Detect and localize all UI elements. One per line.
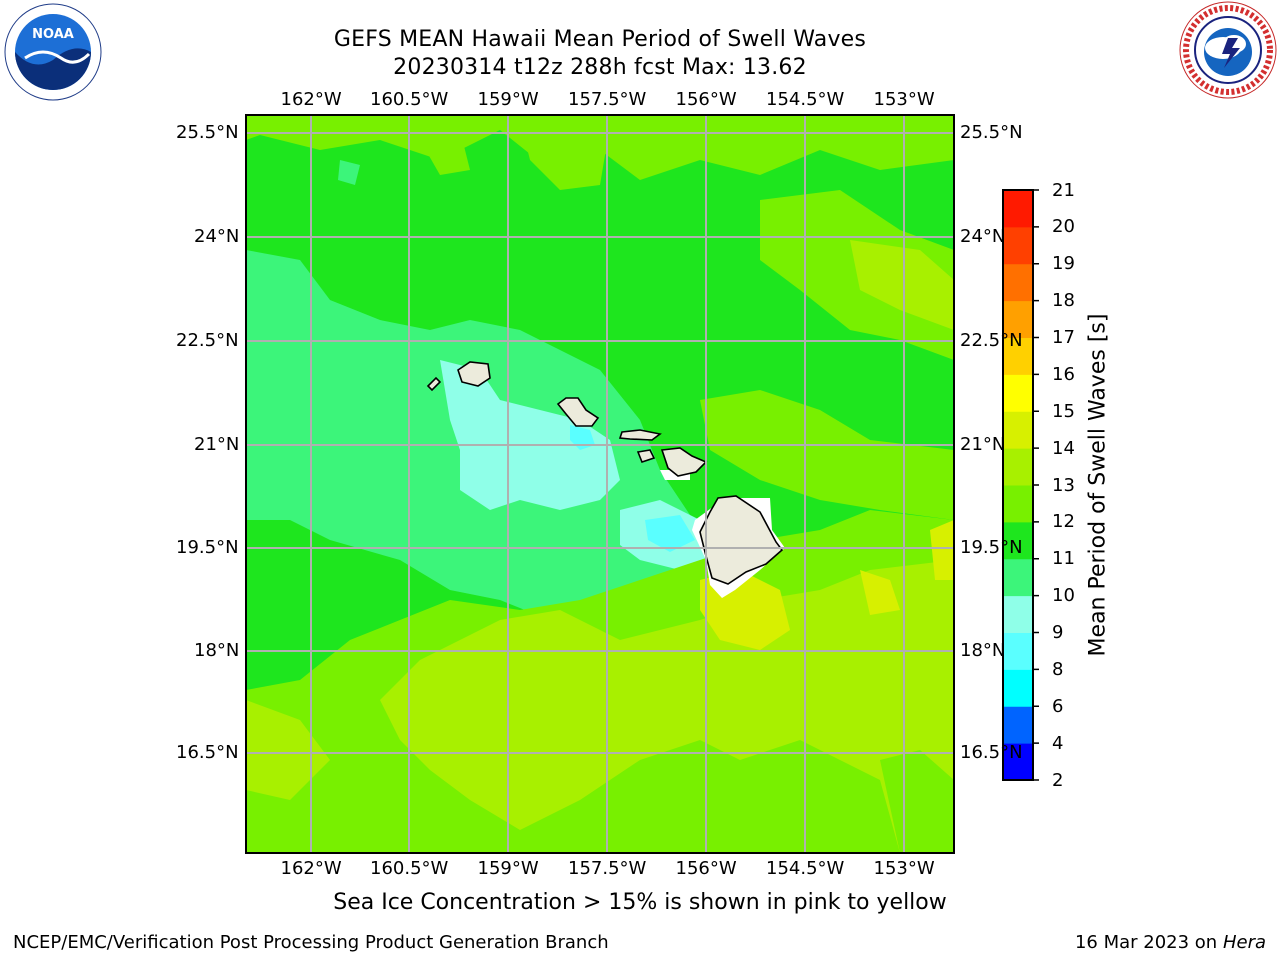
noaa-logo: NOAA (4, 3, 102, 101)
colorbar-segment (1003, 669, 1033, 707)
colorbar-tick-label: 8 (1052, 658, 1064, 680)
colorbar-label: Mean Period of Swell Waves [s] (1085, 313, 1111, 657)
run-date: 16 Mar 2023 on Hera (1075, 932, 1266, 953)
graticule (246, 115, 954, 853)
colorbar-tick-label: 17 (1052, 327, 1075, 348)
run-date-text: 16 Mar 2023 on (1074, 932, 1218, 953)
lat-label-left: 25.5°N (176, 121, 239, 143)
swell-period-field (246, 115, 954, 853)
lat-label-right: 18°N (960, 639, 1006, 661)
colorbar-segment (1003, 190, 1033, 228)
colorbar-segment (1003, 706, 1033, 744)
lat-label-left: 22.5°N (176, 329, 239, 351)
colorbar-segment (1003, 485, 1033, 523)
colorbar-segment (1003, 374, 1033, 412)
lat-label-left: 21°N (194, 433, 240, 455)
lon-label-bottom: 154.5°W (766, 857, 845, 879)
colorbar-tick-label: 18 (1052, 290, 1075, 312)
colorbar-segment (1003, 300, 1033, 338)
map-subtitle: 20230314 t12z 288h fcst Max: 13.62 (393, 55, 807, 80)
colorbar-tick-label: 20 (1052, 216, 1075, 238)
colorbar-segment (1003, 337, 1033, 375)
lon-label-top: 159°W (477, 88, 539, 110)
colorbar-tick-label: 16 (1052, 363, 1075, 385)
colorbar-tick-label: 10 (1052, 585, 1075, 607)
colorbar-tick-label: 13 (1052, 474, 1075, 496)
colorbar-tick-label: 12 (1052, 511, 1075, 533)
lon-label-top: 160.5°W (370, 88, 449, 110)
colorbar-tick-label: 21 (1052, 179, 1075, 201)
lon-label-bottom: 162°W (280, 857, 342, 879)
colorbar-segment (1003, 521, 1033, 560)
host-name: Hera (1222, 932, 1266, 953)
sea-ice-note: Sea Ice Concentration > 15% is shown in … (333, 890, 947, 915)
lon-label-top: 162°W (280, 88, 342, 110)
lon-label-top: 157.5°W (568, 88, 647, 110)
lon-label-bottom: 153°W (873, 857, 935, 879)
lon-label-top: 153°W (873, 88, 935, 110)
lat-label-left: 24°N (194, 225, 240, 247)
colorbar-segment (1003, 743, 1033, 781)
colorbar-segment (1003, 226, 1033, 265)
lat-label-right: 19.5°N (960, 536, 1023, 558)
lat-label-right: 24°N (960, 225, 1006, 247)
lat-label-right: 25.5°N (960, 121, 1023, 143)
noaa-logo-text: NOAA (32, 27, 74, 42)
colorbar (1002, 189, 1039, 781)
colorbar-tick-label: 15 (1052, 400, 1075, 422)
colorbar-tick-label: 19 (1052, 253, 1075, 275)
colorbar-tick-label: 14 (1052, 437, 1075, 459)
colorbar-segment (1003, 595, 1033, 633)
colorbar-segment (1003, 632, 1033, 670)
colorbar-tick-label: 11 (1052, 548, 1075, 570)
colorbar-segment (1003, 558, 1033, 597)
lon-label-top: 154.5°W (766, 88, 845, 110)
lat-label-left: 19.5°N (176, 536, 239, 558)
lat-label-right: 21°N (960, 433, 1006, 455)
colorbar-segment (1003, 263, 1033, 302)
colorbar-tick-label: 9 (1052, 622, 1064, 643)
colorbar-tick-label: 4 (1052, 732, 1064, 754)
lon-label-top: 156°W (675, 88, 737, 110)
producer-credit: NCEP/EMC/Verification Post Processing Pr… (13, 932, 609, 953)
map-frame (245, 114, 955, 854)
lon-label-bottom: 159°W (477, 857, 539, 879)
lat-label-right: 22.5°N (960, 329, 1023, 351)
lat-label-left: 16.5°N (176, 741, 239, 763)
map-title: GEFS MEAN Hawaii Mean Period of Swell Wa… (333, 27, 867, 52)
lon-label-bottom: 156°W (675, 857, 737, 879)
nws-logo (1179, 1, 1277, 99)
lat-label-left: 18°N (194, 639, 240, 661)
lon-label-bottom: 157.5°W (568, 857, 647, 879)
lon-label-bottom: 160.5°W (370, 857, 449, 879)
colorbar-tick-label: 2 (1052, 769, 1064, 791)
colorbar-segment (1003, 448, 1033, 486)
lat-label-right: 16.5°N (960, 741, 1023, 763)
colorbar-segment (1003, 411, 1033, 449)
colorbar-tick-label: 6 (1052, 695, 1064, 717)
